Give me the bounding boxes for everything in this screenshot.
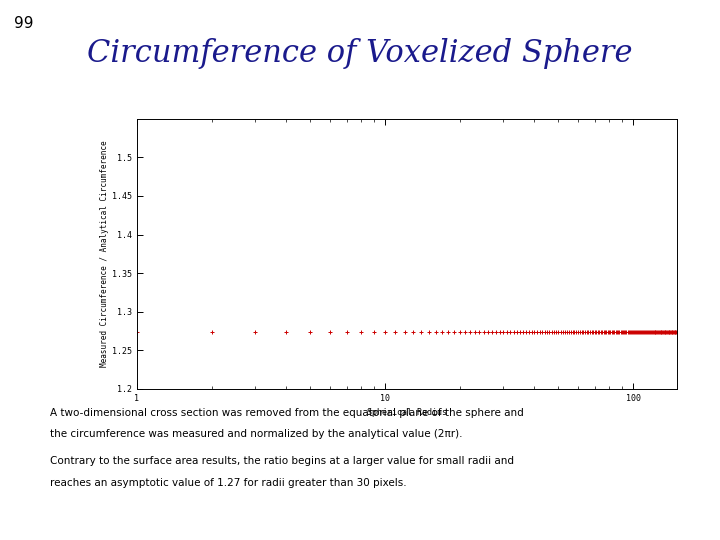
Y-axis label: Measured Circumference / Analytical Circumference: Measured Circumference / Analytical Circ… bbox=[100, 140, 109, 367]
Text: reaches an asymptotic value of 1.27 for radii greater than 30 pixels.: reaches an asymptotic value of 1.27 for … bbox=[50, 478, 407, 488]
X-axis label: Spherical Radius: Spherical Radius bbox=[366, 408, 447, 417]
Text: Circumference of Voxelized Sphere: Circumference of Voxelized Sphere bbox=[87, 38, 633, 69]
Text: Contrary to the surface area results, the ratio begins at a larger value for sma: Contrary to the surface area results, th… bbox=[50, 456, 514, 467]
Text: the circumference was measured and normalized by the analytical value (2πr).: the circumference was measured and norma… bbox=[50, 429, 463, 440]
Text: 99: 99 bbox=[14, 16, 34, 31]
Text: A two-dimensional cross section was removed from the equatorial plane of the sph: A two-dimensional cross section was remo… bbox=[50, 408, 524, 418]
